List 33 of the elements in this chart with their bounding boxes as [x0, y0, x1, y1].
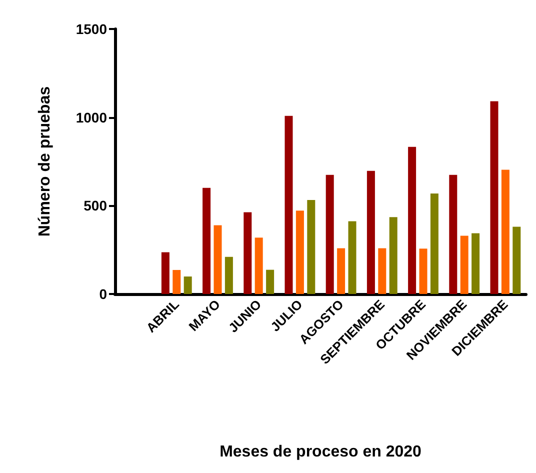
y-tick-label: 0: [99, 286, 108, 302]
bar: [161, 252, 170, 294]
bar: [449, 174, 458, 294]
y-tick-label: 1000: [76, 109, 108, 126]
bar: [244, 212, 252, 294]
bar: [419, 248, 428, 294]
bar: [202, 188, 211, 294]
bar: [224, 256, 233, 294]
bar: [472, 233, 480, 294]
bar: [512, 226, 521, 294]
bar: [214, 225, 222, 294]
bar: [408, 146, 416, 294]
x-axis-title: Meses de proceso en 2020: [220, 444, 422, 460]
bar: [490, 101, 498, 294]
bar: [266, 270, 274, 294]
bar: [366, 170, 375, 294]
bar: [326, 174, 334, 294]
bar: [348, 221, 356, 294]
bar: [430, 193, 438, 294]
y-tick-label: 500: [84, 198, 108, 214]
bar: [307, 200, 316, 294]
bar: [172, 270, 181, 294]
bar: [389, 217, 398, 294]
bar: [460, 236, 468, 294]
bar: [337, 248, 346, 294]
y-axis-title: Número de pruebas: [36, 86, 54, 237]
bar: [254, 238, 263, 294]
bar: [296, 210, 304, 294]
bar: [378, 248, 386, 294]
bar: [284, 116, 293, 294]
bar: [184, 276, 192, 294]
y-tick-label: 1500: [76, 21, 108, 37]
bar: [501, 170, 510, 294]
